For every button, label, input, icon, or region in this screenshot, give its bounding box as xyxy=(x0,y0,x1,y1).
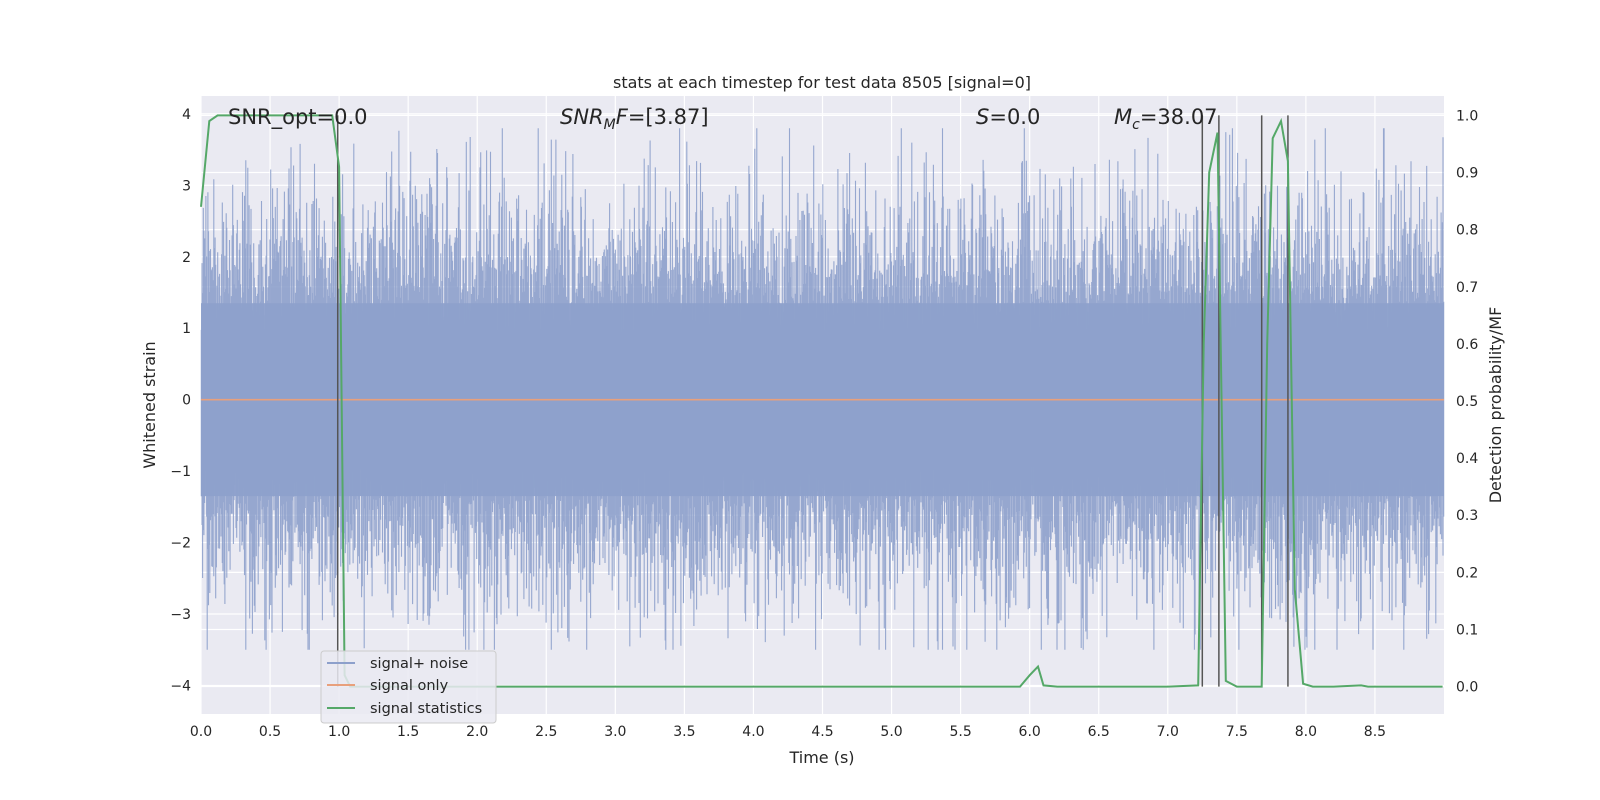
y-right-tick-label: 0.0 xyxy=(1456,680,1478,696)
annotation-snr-mf: SNRMF=[3.87] xyxy=(560,105,709,133)
y-right-axis-label: Detection probability/MF xyxy=(1486,307,1505,504)
x-axis-label: Time (s) xyxy=(788,748,854,767)
y-tick-label: 0 xyxy=(182,393,191,409)
x-tick-label: 2.0 xyxy=(466,724,488,740)
y-tick-label: −4 xyxy=(170,678,191,694)
legend-label-statistics: signal statistics xyxy=(370,701,482,717)
legend: signal+ noise signal only signal statist… xyxy=(320,650,497,724)
x-tick-label: 4.0 xyxy=(742,724,764,740)
y-right-tick-label: 0.7 xyxy=(1456,280,1478,296)
legend-box xyxy=(320,650,497,724)
annotation-snr-opt: SNR_opt=0.0 xyxy=(228,105,368,130)
y-tick-label: 2 xyxy=(182,250,191,266)
x-tick-label: 1.0 xyxy=(328,724,350,740)
x-tick-label: 5.5 xyxy=(949,724,971,740)
legend-label-signal: signal only xyxy=(370,678,449,694)
y-right-tick-label: 1.0 xyxy=(1456,108,1478,124)
y-right-tick-label: 0.3 xyxy=(1456,508,1478,524)
x-tick-label: 7.5 xyxy=(1226,724,1248,740)
x-tick-label: 7.0 xyxy=(1157,724,1179,740)
x-tick-label: 8.0 xyxy=(1295,724,1317,740)
y-tick-label: 4 xyxy=(182,107,191,123)
x-tick-label: 8.5 xyxy=(1364,724,1386,740)
y-right-tick-label: 0.4 xyxy=(1456,451,1478,467)
x-tick-label: 1.5 xyxy=(397,724,419,740)
x-tick-label: 5.0 xyxy=(880,724,902,740)
y-right-tick-label: 0.8 xyxy=(1456,223,1478,239)
y-tick-label: 3 xyxy=(182,178,191,194)
x-tick-label: 2.5 xyxy=(535,724,557,740)
y-right-tick-label: 0.6 xyxy=(1456,337,1478,353)
chart-title: stats at each timestep for test data 850… xyxy=(613,73,1031,92)
x-tick-label: 3.0 xyxy=(604,724,626,740)
y-right-tick-label: 0.1 xyxy=(1456,622,1478,638)
x-tick-labels: 0.0 0.5 1.0 1.5 2.0 2.5 3.0 3.5 4.0 4.5 5.0 5.5 6.0 6… xyxy=(190,724,1386,740)
y-tick-label: −1 xyxy=(170,464,191,480)
x-tick-label: 0.5 xyxy=(259,724,281,740)
x-tick-label: 3.5 xyxy=(673,724,695,740)
y-axis-label: Whitened strain xyxy=(140,341,159,468)
y-tick-label: −2 xyxy=(170,536,191,552)
x-tick-label: 0.0 xyxy=(190,724,212,740)
x-tick-label: 6.0 xyxy=(1019,724,1041,740)
y-tick-label: −3 xyxy=(170,607,191,623)
y-right-tick-label: 0.9 xyxy=(1456,166,1478,182)
y-right-tick-label: 0.5 xyxy=(1456,394,1478,410)
signal-statistics-line xyxy=(200,114,1443,688)
annotation-chirp-mass: Mc=38.07 xyxy=(1114,105,1218,133)
x-tick-label: 6.5 xyxy=(1088,724,1110,740)
y-tick-label: 1 xyxy=(182,321,191,337)
y-right-tick-labels: 1.0 0.9 0.8 0.7 0.6 0.5 0.4 0.3 0.2 0.1 0.0 xyxy=(1456,108,1478,695)
y-right-tick-label: 0.2 xyxy=(1456,565,1478,581)
legend-label-noise: signal+ noise xyxy=(370,656,468,672)
annotation-s-stat: S=0.0 xyxy=(976,105,1040,129)
x-tick-label: 4.5 xyxy=(811,724,833,740)
y-tick-labels: 4 3 2 1 0 −1 −2 −3 −4 xyxy=(170,107,191,695)
